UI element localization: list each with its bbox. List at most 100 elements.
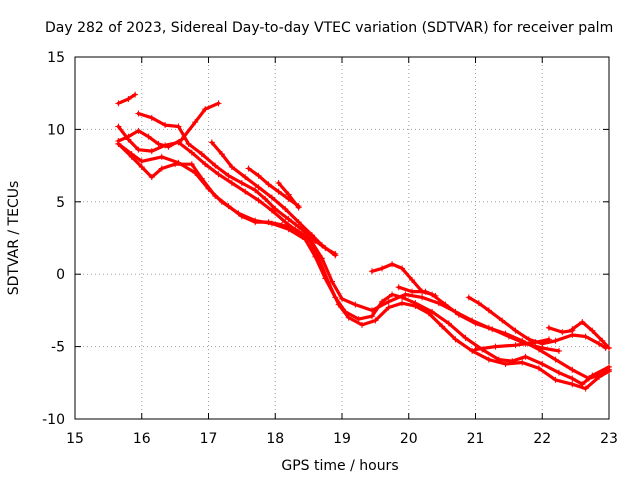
data-point-marker	[389, 261, 396, 268]
data-point-marker	[295, 204, 302, 211]
data-point-marker	[369, 307, 376, 314]
data-point-marker	[372, 317, 379, 324]
data-point-marker	[148, 174, 155, 181]
data-point-marker	[582, 333, 589, 340]
data-point-marker	[268, 194, 275, 201]
x-tick-label: 18	[266, 431, 284, 447]
data-point-marker	[519, 359, 526, 366]
data-point-marker	[138, 158, 145, 165]
data-point-marker	[162, 142, 169, 149]
chart-title: Day 282 of 2023, Sidereal Day-to-day VTE…	[45, 20, 613, 36]
data-point-marker	[359, 321, 366, 328]
data-point-marker	[439, 323, 446, 330]
data-point-marker	[432, 292, 439, 299]
data-point-marker	[399, 294, 406, 301]
data-point-marker	[485, 356, 492, 363]
data-point-marker	[495, 356, 502, 363]
data-point-marker	[162, 122, 169, 129]
data-point-marker	[175, 139, 182, 146]
data-point-marker	[599, 337, 606, 344]
data-point-marker	[485, 307, 492, 314]
data-point-marker	[308, 232, 315, 239]
data-point-marker	[332, 294, 339, 301]
data-point-marker	[148, 114, 155, 121]
y-tick-label: 10	[47, 122, 65, 138]
data-point-marker	[318, 242, 325, 249]
y-tick-label: 15	[47, 50, 65, 66]
data-point-marker	[569, 375, 576, 382]
data-point-marker	[285, 216, 292, 223]
markers-track-a	[115, 91, 139, 107]
data-point-marker	[128, 151, 135, 158]
markers-track-e	[115, 140, 612, 392]
data-point-marker	[475, 300, 482, 307]
data-point-marker	[532, 339, 539, 346]
data-point-marker	[545, 336, 552, 343]
data-point-marker	[138, 164, 145, 171]
data-point-marker	[215, 171, 222, 178]
markers-track-g	[208, 139, 339, 259]
data-point-marker	[502, 360, 509, 367]
data-point-marker	[175, 123, 182, 130]
data-point-marker	[589, 327, 596, 334]
y-tick-label: -10	[42, 412, 65, 428]
data-point-marker	[158, 165, 165, 172]
data-point-marker	[489, 326, 496, 333]
data-series	[115, 91, 612, 392]
data-point-marker	[215, 100, 222, 107]
data-point-marker	[282, 206, 289, 213]
data-point-marker	[469, 347, 476, 354]
x-tick-label: 16	[133, 431, 151, 447]
data-point-marker	[462, 334, 469, 341]
data-point-marker	[522, 353, 529, 360]
data-point-marker	[569, 366, 576, 373]
data-point-marker	[385, 304, 392, 311]
data-point-marker	[606, 363, 612, 370]
data-point-marker	[465, 294, 472, 301]
data-point-marker	[525, 336, 532, 343]
data-point-marker	[355, 316, 362, 323]
data-point-marker	[192, 169, 199, 176]
data-point-marker	[555, 369, 562, 376]
series-track-e	[116, 142, 611, 391]
x-tick-label: 22	[533, 431, 551, 447]
data-point-marker	[569, 326, 576, 333]
data-point-marker	[178, 136, 185, 143]
series-track-h	[247, 166, 301, 208]
data-point-marker	[352, 301, 359, 308]
markers-track-k	[395, 284, 439, 299]
data-point-marker	[115, 123, 122, 130]
data-point-marker	[238, 179, 245, 186]
data-point-marker	[379, 265, 386, 272]
data-point-marker	[235, 210, 242, 217]
x-tick-label: 21	[467, 431, 485, 447]
data-point-marker	[295, 219, 302, 226]
data-point-marker	[492, 343, 499, 350]
data-point-marker	[225, 172, 232, 179]
data-point-marker	[305, 235, 312, 241]
data-point-marker	[345, 314, 352, 321]
data-point-marker	[555, 347, 562, 354]
data-point-marker	[559, 329, 566, 336]
series-track-k	[397, 285, 437, 298]
data-point-marker	[569, 381, 576, 388]
data-point-marker	[255, 184, 262, 191]
data-point-marker	[208, 139, 215, 146]
data-point-marker	[188, 149, 195, 156]
data-point-marker	[455, 311, 462, 318]
data-point-marker	[369, 313, 376, 320]
data-point-marker	[452, 336, 459, 343]
data-point-marker	[198, 151, 205, 158]
data-point-marker	[185, 140, 192, 147]
series-track-f	[116, 142, 611, 386]
axis-ticks: 15 16 17 18 19 20 21 22 23 -10 -5 0 5 10 15	[42, 50, 618, 447]
data-point-marker	[218, 198, 225, 205]
data-point-marker	[272, 206, 279, 213]
data-point-marker	[395, 284, 402, 291]
data-point-marker	[409, 276, 416, 283]
data-point-marker	[535, 365, 542, 372]
data-point-marker	[445, 320, 452, 327]
data-point-marker	[582, 385, 589, 392]
data-point-marker	[192, 119, 199, 126]
data-point-marker	[255, 197, 262, 204]
